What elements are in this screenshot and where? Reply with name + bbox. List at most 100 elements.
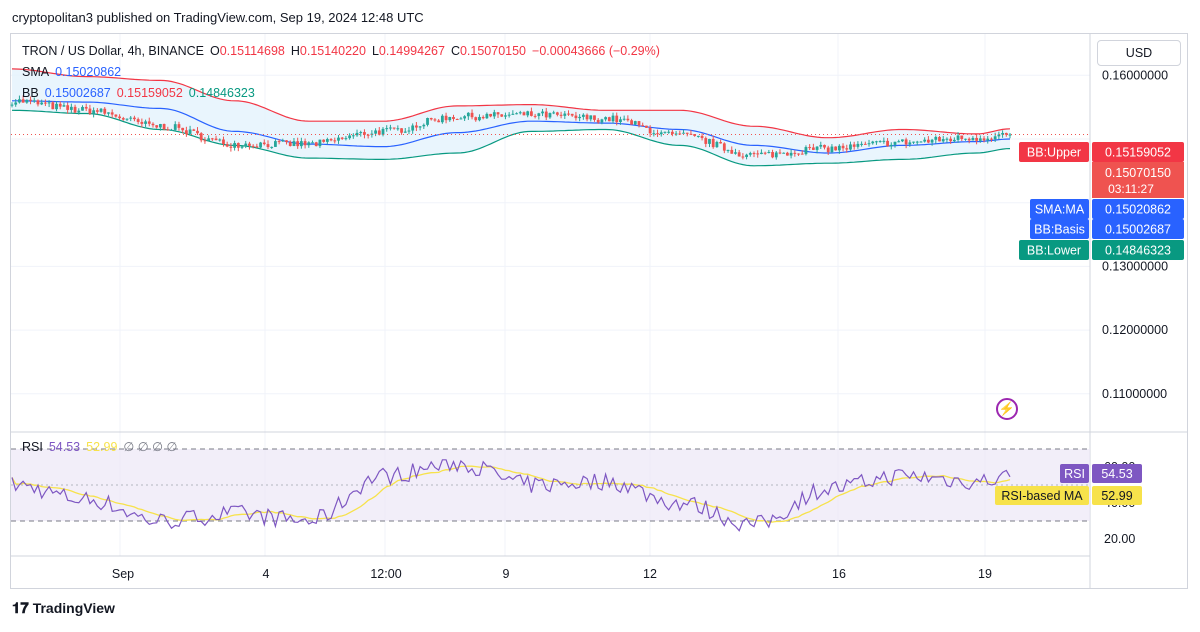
candle-body: [411, 125, 415, 131]
candle-body: [704, 138, 708, 144]
candle-body: [184, 130, 188, 134]
candle-body: [967, 138, 971, 141]
ohlc-legend: TRON / US Dollar, 4h, BINANCE O0.15114698…: [22, 44, 666, 58]
candle-body: [429, 117, 433, 120]
tradingview-logo[interactable]: 𝟏𝟕 TradingView: [12, 600, 115, 617]
high-label: H: [290, 44, 300, 58]
candle-body: [845, 148, 849, 150]
candle-body: [897, 141, 901, 143]
candle-body: [904, 139, 908, 145]
candle-body: [682, 132, 685, 134]
open-label: O: [210, 44, 220, 58]
bb-legend[interactable]: BB 0.15002687 0.15159052 0.14846323: [22, 86, 261, 100]
candle-body: [863, 143, 867, 145]
candle-body: [125, 118, 129, 120]
candle-body: [522, 112, 526, 116]
candle-body: [151, 123, 155, 126]
candle-body: [43, 102, 47, 104]
candle-body: [674, 133, 678, 135]
candle-body: [778, 152, 782, 154]
candle-body: [274, 141, 277, 147]
candle-body: [782, 152, 786, 154]
candle-body: [867, 143, 871, 145]
candle-body: [251, 145, 255, 147]
candle-body: [173, 124, 177, 130]
close-value: 0.15070150: [459, 44, 527, 58]
candle-body: [990, 138, 993, 140]
candle-body: [363, 132, 366, 135]
candle-body: [982, 138, 986, 141]
candle-body: [507, 114, 511, 116]
candle-body: [303, 141, 307, 146]
candle-body: [604, 117, 608, 120]
candle-body: [815, 146, 819, 150]
sma-value: 0.15020862: [55, 65, 122, 79]
candle-body: [882, 140, 886, 142]
time-tick-label: 9: [503, 567, 510, 581]
candle-body: [121, 118, 125, 120]
symbol-title[interactable]: TRON / US Dollar, 4h, BINANCE: [22, 44, 204, 58]
candle-body: [852, 144, 856, 147]
sma-badge-value-bg: [1092, 199, 1184, 219]
candle-body: [437, 120, 441, 123]
candle-body: [147, 121, 151, 124]
candle-body: [47, 102, 51, 104]
candle-body: [949, 138, 953, 142]
candle-body: [533, 115, 537, 117]
candle-body: [485, 113, 489, 119]
price-tick-label: 0.16000000: [1102, 68, 1168, 82]
candle-body: [685, 132, 689, 134]
candle-body: [325, 139, 329, 142]
candle-body: [162, 124, 166, 130]
time-tick-label: 4: [263, 567, 270, 581]
candle-body: [314, 142, 318, 147]
candle-body: [849, 144, 852, 150]
candle-body: [155, 125, 159, 128]
bb-upper-badge-value-bg: [1092, 142, 1184, 162]
candle-body: [396, 128, 400, 130]
candle-body: [719, 142, 723, 144]
candle-body: [811, 147, 815, 150]
candle-body: [40, 102, 44, 105]
candle-body: [670, 131, 674, 134]
lightning-icon[interactable]: ⚡: [996, 398, 1018, 420]
bb-upper-value: 0.15159052: [116, 86, 183, 100]
candle-body: [830, 146, 834, 153]
candle-body: [492, 112, 496, 117]
candle-body: [763, 152, 767, 154]
candle-body: [748, 153, 752, 155]
candle-body: [978, 138, 982, 141]
bb-basis-value: 0.15002687: [44, 86, 111, 100]
candle-body: [633, 121, 637, 125]
candle-body: [255, 146, 259, 148]
candle-body: [322, 139, 326, 142]
candle-body: [708, 138, 711, 144]
rsi-badge-label-bg: [1060, 464, 1089, 483]
candle-body: [552, 112, 556, 114]
candle-body: [29, 99, 32, 101]
candle-body: [385, 128, 389, 130]
candle-body: [95, 110, 99, 112]
candle-body: [952, 139, 956, 142]
candle-body: [730, 149, 734, 154]
candle-body: [248, 143, 251, 146]
candle-body: [114, 114, 118, 117]
close-badge-value: 0.15070150: [1105, 166, 1171, 180]
candle-body: [270, 146, 274, 148]
candle-body: [340, 137, 344, 139]
candle-body: [971, 137, 975, 141]
candle-body: [88, 108, 92, 114]
candle-body: [214, 138, 218, 141]
candle-body: [311, 142, 314, 144]
sma-legend[interactable]: SMA 0.15020862: [22, 65, 127, 79]
candle-body: [585, 114, 589, 120]
bb-upper-badge-label-bg: [1019, 142, 1089, 162]
bb-band-fill: [12, 68, 1010, 166]
candle-body: [136, 119, 140, 122]
rsi-ma-line: [11, 465, 1011, 524]
candle-body: [244, 143, 248, 147]
currency-button[interactable]: USD: [1097, 40, 1181, 66]
rsi-badge-value: 54.53: [1101, 467, 1132, 481]
rsi-legend[interactable]: RSI 54.53 52.99 ∅ ∅ ∅ ∅: [22, 439, 183, 454]
